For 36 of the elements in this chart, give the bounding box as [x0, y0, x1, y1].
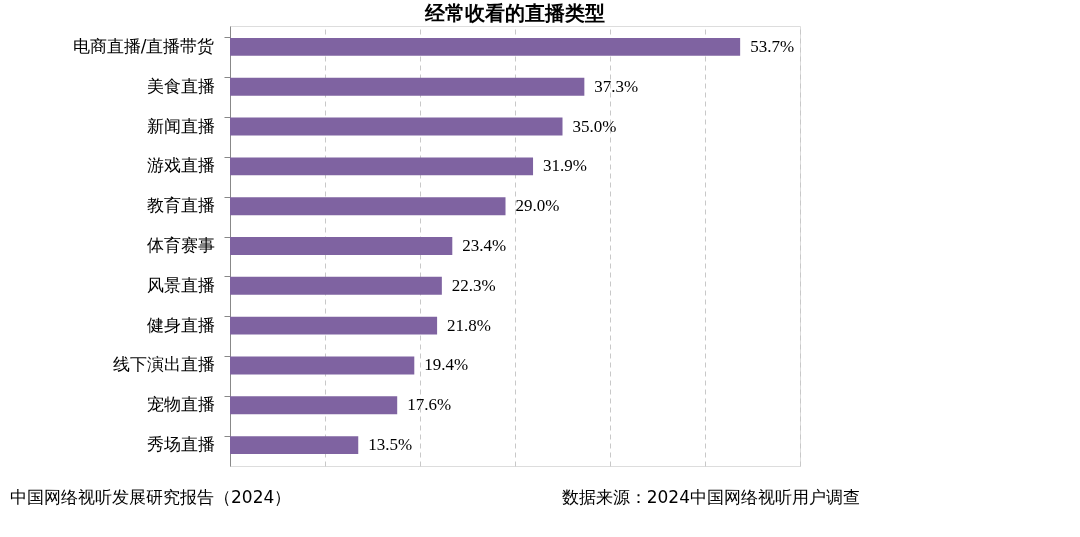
data-label: 17.6%: [407, 395, 452, 415]
data-label: 29.0%: [515, 196, 560, 216]
y-tick-label: 风景直播: [146, 274, 215, 295]
y-tick-label: 宠物直播: [146, 394, 215, 415]
data-label: 35.0%: [572, 116, 617, 136]
y-tick-label: 新闻直播: [146, 115, 215, 136]
data-label: 23.4%: [462, 236, 507, 255]
bar: [230, 356, 415, 375]
y-tick-label: 线下演出直播: [112, 354, 215, 375]
data-label: 19.4%: [424, 355, 469, 375]
bar: [230, 396, 398, 415]
y-tick-label: 体育赛事: [146, 235, 215, 255]
bar: [230, 37, 741, 56]
y-tick-label: 教育直播: [146, 195, 215, 216]
bar: [230, 157, 534, 176]
chart-title: 经常收看的直播类型: [424, 1, 605, 25]
bar: [230, 316, 438, 335]
data-label: 13.5%: [368, 435, 413, 455]
data-label: 37.3%: [594, 76, 639, 96]
data-label: 31.9%: [543, 156, 587, 176]
data-label: 21.8%: [447, 315, 492, 335]
text: 中国网络视听发展研究报告（2024）: [10, 487, 292, 507]
bar: [230, 436, 359, 455]
y-tick-label: 美食直播: [146, 75, 215, 96]
bar: [230, 117, 563, 136]
bar: [230, 276, 442, 295]
y-tick-label: 游戏直播: [146, 155, 215, 176]
y-tick-label: 秀场直播: [146, 434, 215, 455]
bar: [230, 237, 453, 255]
bar: [230, 77, 585, 96]
y-tick-label: 电商直播/直播带货: [72, 35, 215, 56]
bar: [230, 197, 506, 216]
y-tick-label: 健身直播: [146, 314, 215, 335]
data-label: 22.3%: [451, 275, 496, 295]
data-label: 53.7%: [750, 36, 795, 56]
source-note: 数据来源：2024中国网络视听用户调查: [561, 487, 860, 507]
